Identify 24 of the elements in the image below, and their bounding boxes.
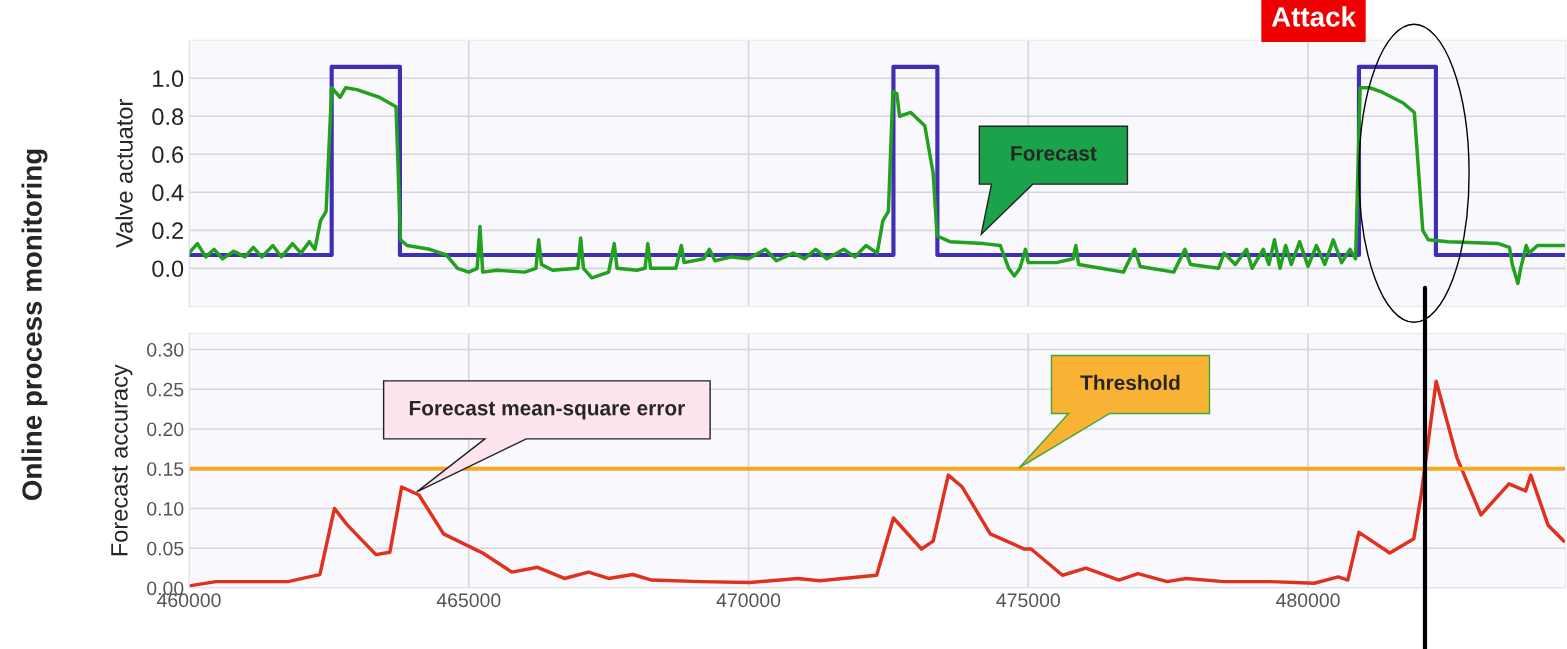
y-axis-title: Forecast accuracy	[111, 364, 133, 556]
line-series	[189, 86, 1566, 286]
y-tick-label: 0.20	[147, 422, 184, 437]
y-tick-label: 1.0	[153, 70, 184, 88]
text: Online process monitoring	[21, 149, 48, 501]
y-tick-label: 0.15	[147, 462, 184, 476]
y-axis-title: Valve actuator	[115, 99, 133, 248]
x-tick-label: 480000	[1276, 593, 1340, 608]
y-tick-label: 0.10	[147, 501, 184, 516]
y-tick-label: 0.30	[147, 342, 184, 357]
annotation: Forecast mean-square error	[409, 400, 685, 420]
text: Attack	[1271, 6, 1357, 27]
x-tick-label: 475000	[996, 593, 1060, 608]
y-tick-label: 0.8	[152, 108, 184, 126]
x-tick-label: 465000	[436, 593, 501, 608]
annotation: Threshold	[1080, 374, 1180, 391]
y-tick-label: 0.05	[147, 541, 184, 556]
y-tick-label: 0.4	[152, 184, 184, 202]
y-tick-label: 0.0	[152, 260, 184, 278]
y-tick-label: 0.25	[147, 382, 184, 397]
x-tick-label: 470000	[716, 593, 781, 608]
annotation: Forecast	[1011, 146, 1097, 161]
y-tick-label: 0.2	[152, 222, 183, 240]
y-tick-label: 0.6	[152, 146, 184, 164]
